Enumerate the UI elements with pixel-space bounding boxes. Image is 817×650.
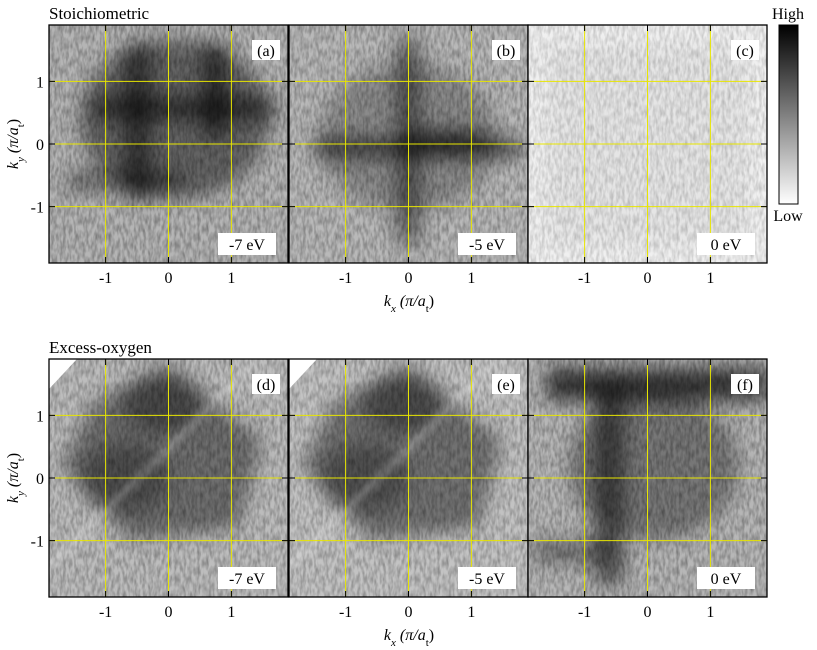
panel-label-text: (b) xyxy=(497,43,516,60)
x-tick-label: 0 xyxy=(165,270,173,287)
heatmap-panel: (c) 0 eV xyxy=(527,24,768,264)
x-tick-label: -1 xyxy=(99,604,112,621)
x-tick-label: -1 xyxy=(578,270,591,287)
x-tick-label: 0 xyxy=(165,604,173,621)
x-tick-label: 1 xyxy=(706,604,714,621)
y-axis-label: ky (π/at) xyxy=(5,453,27,503)
heatmap-panel: (f) 0 eV xyxy=(527,358,768,598)
y-tick-label: -1 xyxy=(31,200,44,217)
energy-label: 0 eV xyxy=(697,567,755,589)
panel-label-text: (e) xyxy=(497,377,515,394)
heatmap-panel: (a) -7 eV xyxy=(48,24,289,264)
heatmap-panel: (d) -7 eV xyxy=(48,358,289,598)
panel-label: (d) xyxy=(252,374,280,394)
energy-label: -5 eV xyxy=(458,567,516,589)
x-axis-label: kx (π/at) xyxy=(384,293,434,315)
panel-label: (b) xyxy=(492,40,520,60)
energy-label-text: 0 eV xyxy=(711,237,742,254)
x-tick-label: 1 xyxy=(706,270,714,287)
x-tick-label: 1 xyxy=(467,270,475,287)
panel-label: (a) xyxy=(252,40,280,60)
x-tick-label: -1 xyxy=(99,270,112,287)
panel-label-text: (a) xyxy=(257,43,275,60)
panel-label-text: (d) xyxy=(257,377,276,394)
energy-label: -7 eV xyxy=(218,567,276,589)
x-tick-label: -1 xyxy=(339,604,352,621)
energy-label-text: -5 eV xyxy=(469,237,505,254)
panel-label-text: (c) xyxy=(736,43,754,60)
x-tick-label: 0 xyxy=(405,270,413,287)
text-layer: Stoichiometric -1 0 1 -1 0 1 -1 0 1 1 0 -1 kx (π/at) k… xyxy=(5,4,804,649)
x-tick-label: 0 xyxy=(644,270,652,287)
y-tick-label: 1 xyxy=(36,74,44,91)
colorbar-high-label: High xyxy=(772,6,804,23)
x-tick-label: 0 xyxy=(405,604,413,621)
colorbar-gradient xyxy=(778,24,799,205)
x-tick-label: 0 xyxy=(644,604,652,621)
panels-layer: (a)-7 eV(b)-5 eV(c)0 eV(d)-7 eV(e)-5 eV(… xyxy=(48,24,799,598)
colorbar-low-label: Low xyxy=(773,208,803,225)
energy-label: 0 eV xyxy=(697,233,755,255)
energy-label-text: -7 eV xyxy=(229,571,265,588)
panel-label-text: (f) xyxy=(737,377,753,394)
row-title: Stoichiometric xyxy=(49,4,150,23)
x-tick-label: 1 xyxy=(227,604,235,621)
energy-label: -7 eV xyxy=(218,233,276,255)
missing-data-corner xyxy=(289,359,317,389)
x-tick-label: 1 xyxy=(227,270,235,287)
panel-label: (f) xyxy=(731,374,759,394)
x-tick-label: -1 xyxy=(578,604,591,621)
energy-label-text: -5 eV xyxy=(469,571,505,588)
x-tick-label: 1 xyxy=(467,604,475,621)
y-tick-label: 0 xyxy=(36,471,44,488)
y-tick-label: 0 xyxy=(36,137,44,154)
row-title: Excess-oxygen xyxy=(49,338,152,357)
y-tick-label: 1 xyxy=(36,408,44,425)
y-axis-label: ky (π/at) xyxy=(5,119,27,169)
artifact-streak xyxy=(49,359,260,569)
heatmap-panel: (e) -5 eV xyxy=(288,358,529,598)
artifact-streak xyxy=(289,359,500,569)
panel-label: (c) xyxy=(731,40,759,60)
energy-label-text: -7 eV xyxy=(229,237,265,254)
energy-label: -5 eV xyxy=(458,233,516,255)
colorbar xyxy=(778,24,799,205)
panel-label: (e) xyxy=(492,374,520,394)
x-axis-label: kx (π/at) xyxy=(384,627,434,649)
missing-data-corner xyxy=(49,359,77,389)
y-tick-label: -1 xyxy=(31,534,44,551)
x-tick-label: -1 xyxy=(339,270,352,287)
heatmap-panel: (b) -5 eV xyxy=(288,24,529,264)
energy-label-text: 0 eV xyxy=(711,571,742,588)
